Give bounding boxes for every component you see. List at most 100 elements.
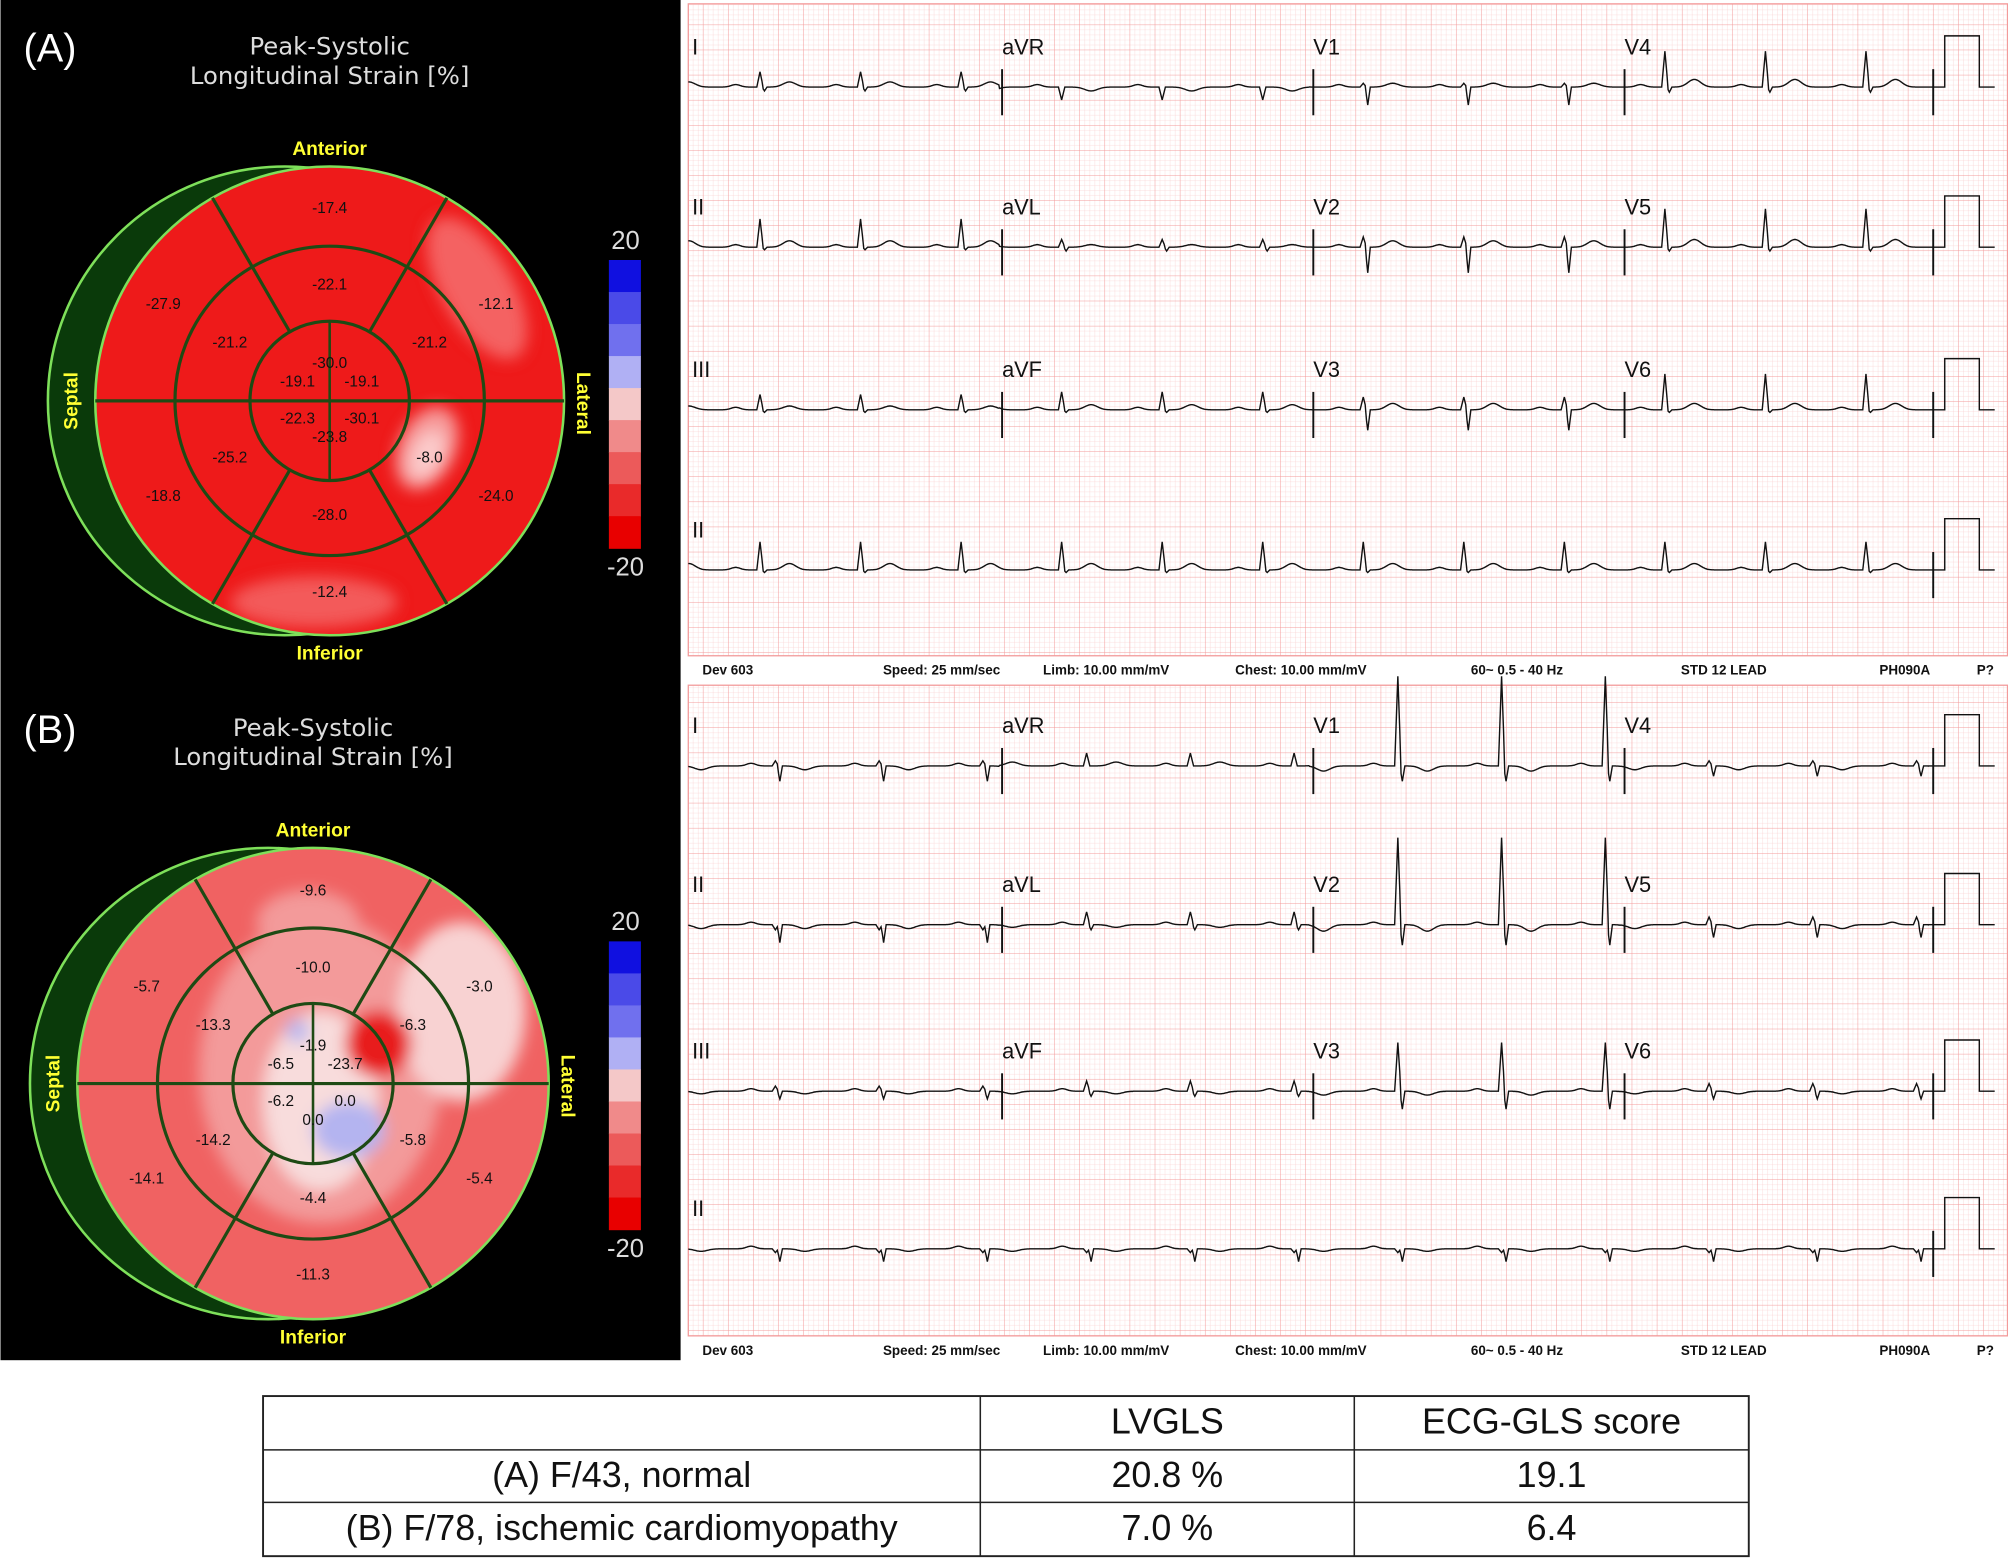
segment-value: -19.1	[344, 373, 379, 390]
segment-value: -24.0	[479, 488, 514, 505]
heat-patch	[426, 217, 528, 360]
ecg-footer: Dev 603	[702, 1343, 753, 1358]
colorbar-block	[608, 516, 641, 549]
lead-label: II	[692, 1196, 704, 1221]
lead-label: aVR	[1002, 713, 1044, 738]
heatmap	[231, 217, 528, 628]
ecg-trace	[688, 35, 1995, 106]
ecg-footer: Chest: 10.00 mm/mV	[1235, 663, 1366, 678]
lead-label: II	[692, 517, 704, 542]
lead-label: V3	[1313, 1039, 1340, 1064]
segment-value: -6.5	[268, 1056, 294, 1073]
bullseye-title: Longitudinal Strain [%]	[190, 61, 470, 90]
segment-value: -19.1	[280, 373, 315, 390]
segment-value: -28.0	[312, 507, 347, 524]
bullseye-title: Longitudinal Strain [%]	[173, 742, 453, 771]
heat-patch	[286, 1019, 310, 1043]
segment-value: -12.1	[479, 296, 514, 313]
segment-value: -6.3	[400, 1017, 426, 1034]
colorbar-label: 20	[611, 227, 640, 255]
lead-label: aVL	[1002, 195, 1041, 220]
divider	[351, 1152, 433, 1289]
colorbar-block	[608, 420, 641, 453]
segment-value: -5.8	[400, 1132, 426, 1149]
lead-label: V2	[1313, 872, 1340, 897]
orientation-label: Anterior	[276, 820, 351, 841]
colorbar-block	[608, 324, 641, 357]
orientation-label: Lateral	[557, 1055, 578, 1118]
colorbar-block	[608, 292, 641, 325]
divider	[211, 197, 292, 333]
segment-value: 0.0	[335, 1093, 356, 1110]
colorbar-block	[608, 941, 641, 975]
ecg-trace	[688, 837, 1995, 946]
segment-value: -9.6	[300, 882, 326, 899]
ecg-footer: PH090A	[1879, 663, 1930, 678]
colorbar-block	[608, 388, 641, 421]
ecg-footer: Dev 603	[702, 663, 753, 678]
colorbar-label: -20	[607, 1235, 644, 1263]
ecg-trace	[688, 676, 1995, 782]
divider	[193, 1152, 275, 1289]
segment-value: -14.2	[196, 1132, 231, 1149]
segment-value: -23.8	[312, 429, 347, 446]
heat-patch	[231, 576, 398, 628]
ecg-footer: Chest: 10.00 mm/mV	[1235, 1343, 1366, 1358]
ecg-trace	[688, 1196, 1995, 1262]
lead-label: V3	[1313, 357, 1340, 382]
ecg-footer: 60~ 0.5 - 40 Hz	[1471, 1343, 1564, 1358]
ecg-footer: STD 12 LEAD	[1681, 663, 1767, 678]
segment-value: -22.1	[312, 277, 347, 294]
heat-patch	[397, 922, 526, 1102]
segment-value: -17.4	[312, 200, 347, 217]
lead-label: I	[692, 34, 698, 59]
colorbar-block	[608, 1037, 641, 1071]
bullseye-title: Peak-Systolic	[249, 31, 409, 60]
segment-value: -1.9	[300, 1037, 326, 1054]
ecg-footer: P?	[1977, 1343, 1994, 1358]
table-border	[262, 1395, 1750, 1558]
ecg-footer: Limb: 10.00 mm/mV	[1043, 1343, 1169, 1358]
lead-label: aVF	[1002, 1039, 1042, 1064]
lead-label: V6	[1625, 357, 1652, 382]
segment-value: -22.3	[280, 411, 315, 428]
lead-label: V6	[1625, 1039, 1652, 1064]
colorbar-block	[608, 1101, 641, 1135]
lead-label: V5	[1625, 195, 1652, 220]
segment-value: -4.4	[300, 1190, 327, 1207]
lead-label: II	[692, 872, 704, 897]
colorbar-block	[608, 1133, 641, 1167]
segment-value: -18.8	[146, 488, 181, 505]
lead-label: I	[692, 713, 698, 738]
colorbar-block	[608, 260, 641, 293]
colorbar-label: 20	[611, 908, 640, 936]
lead-label: III	[692, 357, 710, 382]
divider	[351, 878, 433, 1015]
heat-patch	[256, 890, 360, 955]
divider	[193, 878, 275, 1015]
segment-value: -11.3	[296, 1267, 330, 1284]
segment-value: -30.1	[344, 411, 379, 428]
segment-value: -25.2	[212, 450, 247, 467]
heat-patch	[409, 430, 445, 479]
table-cell: 19.1	[1517, 1455, 1587, 1495]
colorbar-block	[608, 1197, 641, 1231]
ecg-footer: Speed: 25 mm/sec	[883, 663, 1001, 678]
lead-label: V2	[1313, 195, 1340, 220]
colorbar-block	[608, 484, 641, 517]
segment-value: -21.2	[212, 334, 247, 351]
table-header: ECG-GLS score	[1422, 1402, 1681, 1442]
lead-label: V1	[1313, 713, 1340, 738]
colorbar-block	[608, 1005, 641, 1039]
segment-value: -27.9	[146, 296, 181, 313]
table-cell: 6.4	[1527, 1508, 1577, 1548]
bullseye-title: Peak-Systolic	[233, 713, 393, 742]
lead-label: III	[692, 1039, 710, 1064]
segment-value: -6.2	[268, 1093, 294, 1110]
segment-value: -23.7	[328, 1056, 363, 1073]
ecg-footer: Limb: 10.00 mm/mV	[1043, 663, 1169, 678]
lead-label: V1	[1313, 34, 1340, 59]
panel-label: (A)	[24, 27, 77, 71]
divider	[368, 197, 449, 333]
ecg-footer: 60~ 0.5 - 40 Hz	[1471, 663, 1564, 678]
